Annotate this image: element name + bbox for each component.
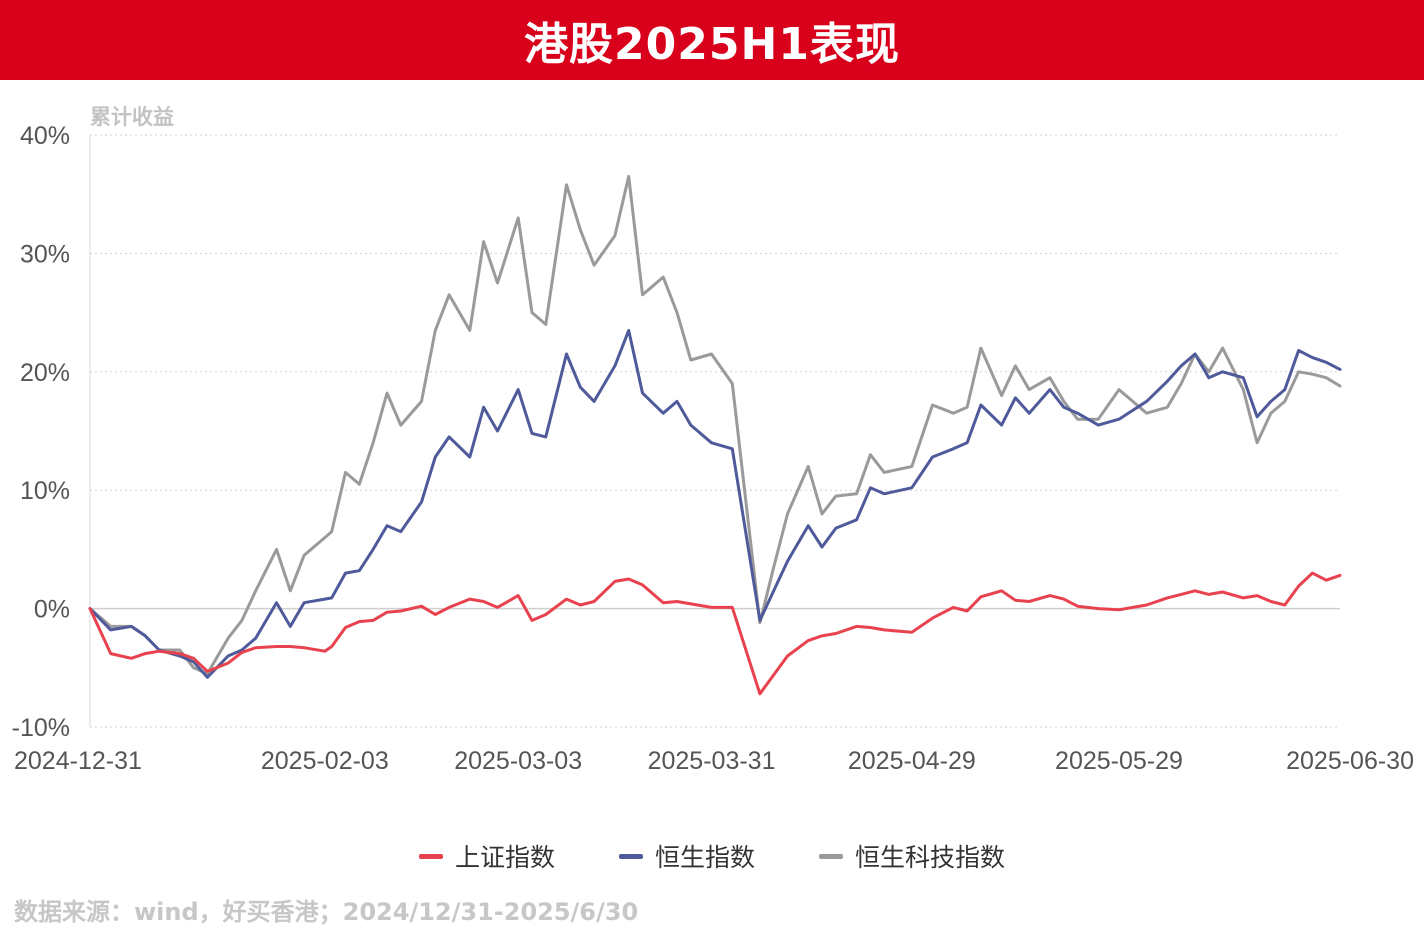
legend-swatch-shanghai <box>418 853 443 859</box>
data-source-note: 数据来源：wind，好买香港；2024/12/31-2025/6/30 <box>14 898 639 926</box>
series-lines <box>88 174 1342 696</box>
grid <box>89 134 1340 728</box>
x-tick-label: 2025-02-03 <box>261 747 389 775</box>
x-tick-label: 2025-06-30 <box>1286 747 1414 775</box>
series-line-hang-seng-tech <box>88 174 1342 676</box>
line-chart: 累计收益 -10% 0% 10% 20% 30% 40% 2024-12-31 2025-02… <box>12 105 1414 775</box>
legend-item-shanghai[interactable]: 上证指数 <box>418 838 555 874</box>
y-tick-label: 20% <box>20 359 70 387</box>
x-tick-label: 2025-05-29 <box>1055 747 1183 775</box>
y-tick-label: 0% <box>34 596 70 624</box>
title-bar: 港股2025H1表现 <box>0 0 1424 80</box>
x-tick-label: 2025-03-31 <box>648 747 776 775</box>
y-tick-label: -10% <box>12 714 70 742</box>
legend-label: 恒生科技指数 <box>855 843 1006 872</box>
y-tick-label: 40% <box>20 122 70 150</box>
y-tick-label: 30% <box>20 240 70 268</box>
x-tick-label: 2025-03-03 <box>454 747 582 775</box>
legend-label: 恒生指数 <box>654 843 755 872</box>
axis-ticks: -10% 0% 10% 20% 30% 40% 2024-12-31 2025-02-03 20… <box>12 122 1414 775</box>
legend-swatch-hang-seng <box>618 853 643 859</box>
chart-title: 港股2025H1表现 <box>524 19 900 70</box>
series-line-shanghai <box>88 571 1342 696</box>
x-tick-label: 2024-12-31 <box>14 747 142 775</box>
x-tick-label: 2025-04-29 <box>848 747 976 775</box>
legend-item-hang-seng[interactable]: 恒生指数 <box>618 838 755 874</box>
legend-item-hang-seng-tech[interactable]: 恒生科技指数 <box>819 838 1005 874</box>
series-line-hang-seng <box>88 328 1342 679</box>
legend-label: 上证指数 <box>454 843 555 872</box>
y-axis-label: 累计收益 <box>90 105 174 129</box>
y-tick-label: 10% <box>20 477 70 505</box>
legend-swatch-hang-seng-tech <box>819 853 843 859</box>
legend: 上证指数 恒生指数 恒生科技指数 <box>0 838 1424 874</box>
